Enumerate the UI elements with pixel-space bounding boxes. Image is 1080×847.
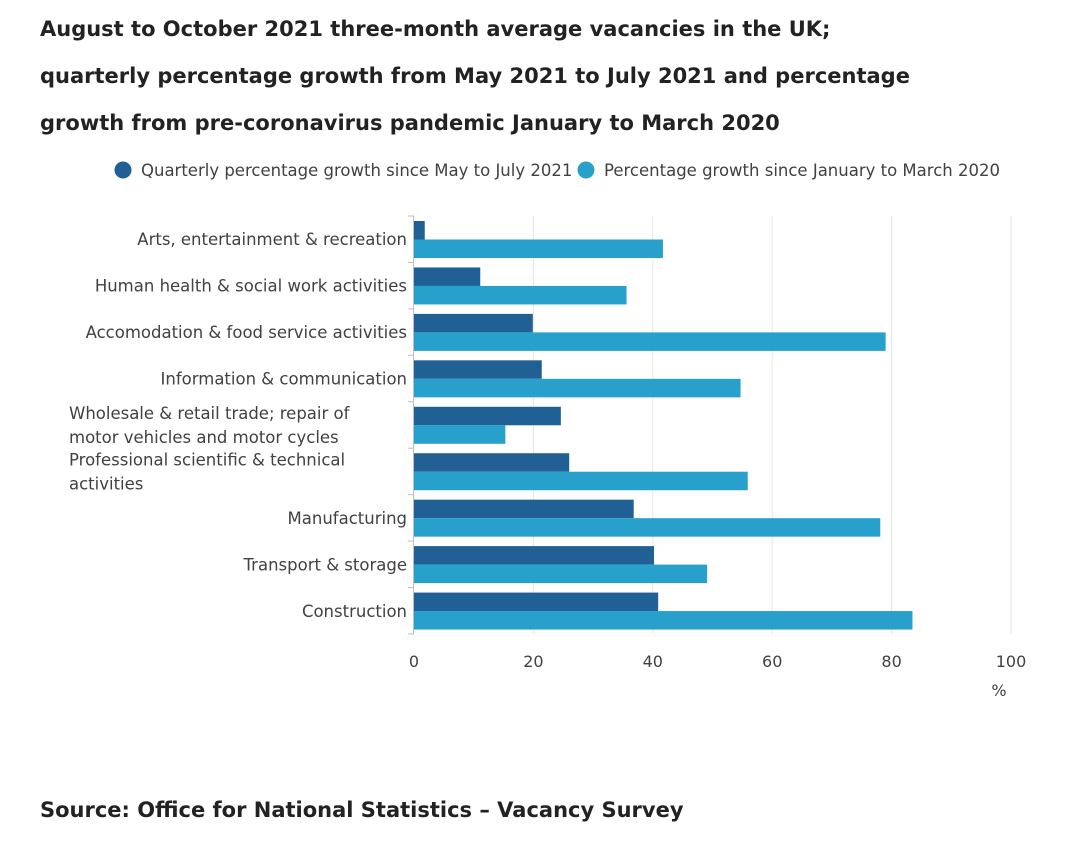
bar-s1-2: [414, 267, 481, 286]
category-label-6-line-2: activities: [69, 474, 143, 493]
x-axis-ticks: 0 20 40 60 80 100%: [409, 652, 1026, 700]
bar-s1-8: [414, 546, 654, 565]
x-tick-label-0: 0: [409, 652, 419, 671]
bar-s1-4: [414, 360, 542, 379]
source-note: Source: Office for National Statistics –…: [40, 798, 684, 822]
legend-marker-2: [577, 161, 595, 179]
bar-s2-6: [414, 471, 748, 491]
x-tick-label-60: 60: [762, 652, 782, 671]
chart-title-line-1: August to October 2021 three-month avera…: [40, 17, 831, 41]
bar-s1-7: [414, 499, 634, 519]
category-label-1: Arts, entertainment & recreation: [137, 230, 407, 249]
legend-marker-1: [114, 161, 132, 179]
category-label-9: Construction: [302, 602, 407, 621]
x-tick-label-80: 80: [881, 652, 901, 671]
bar-s2-1: [414, 239, 663, 258]
x-tick-label-40: 40: [643, 652, 663, 671]
bar-s2-4: [414, 378, 741, 398]
chart-legend: Quarterly percentage growth since May to…: [114, 161, 1000, 180]
bar-s2-8: [414, 564, 708, 584]
chart-title-line-2: quarterly percentage growth from May 202…: [40, 64, 910, 88]
chart-title: August to October 2021 three-month avera…: [40, 6, 1040, 147]
chart-title-line-3: growth from pre-coronavirus pandemic Jan…: [40, 111, 780, 135]
category-labels: Arts, entertainment & recreation Human he…: [69, 230, 407, 621]
legend-label-1: Quarterly percentage growth since May to…: [141, 161, 572, 180]
bar-chart: Quarterly percentage growth since May to…: [69, 161, 1026, 700]
category-label-2: Human health & social work activities: [95, 277, 407, 296]
bar-s2-5: [414, 425, 506, 444]
bar-s2-9: [414, 611, 913, 630]
chart-bars: [408, 215, 913, 635]
category-label-4: Information & communication: [161, 370, 407, 389]
category-label-5-line-2: motor vehicles and motor cycles: [69, 428, 339, 447]
x-tick-label-20: 20: [523, 652, 543, 671]
bar-s1-6: [414, 453, 570, 472]
category-label-3: Accomodation & food service activities: [86, 323, 407, 342]
bar-s2-3: [414, 332, 886, 351]
legend-label-2: Percentage growth since January to March…: [604, 161, 1000, 180]
category-label-7: Manufacturing: [288, 509, 407, 528]
bar-s1-5: [414, 406, 561, 426]
x-tick-label-100: 100: [996, 652, 1027, 671]
bar-s1-1: [414, 221, 425, 240]
x-axis-label: %: [991, 681, 1006, 700]
bar-s1-9: [414, 592, 659, 612]
category-label-5-line-1: Wholesale & retail trade; repair of: [69, 404, 351, 423]
category-label-8: Transport & storage: [243, 555, 407, 574]
bar-s2-7: [414, 518, 881, 537]
category-label-6-line-1: Professional scientific & technical: [69, 450, 345, 469]
bar-s1-3: [414, 313, 533, 333]
bar-s2-2: [414, 285, 627, 305]
